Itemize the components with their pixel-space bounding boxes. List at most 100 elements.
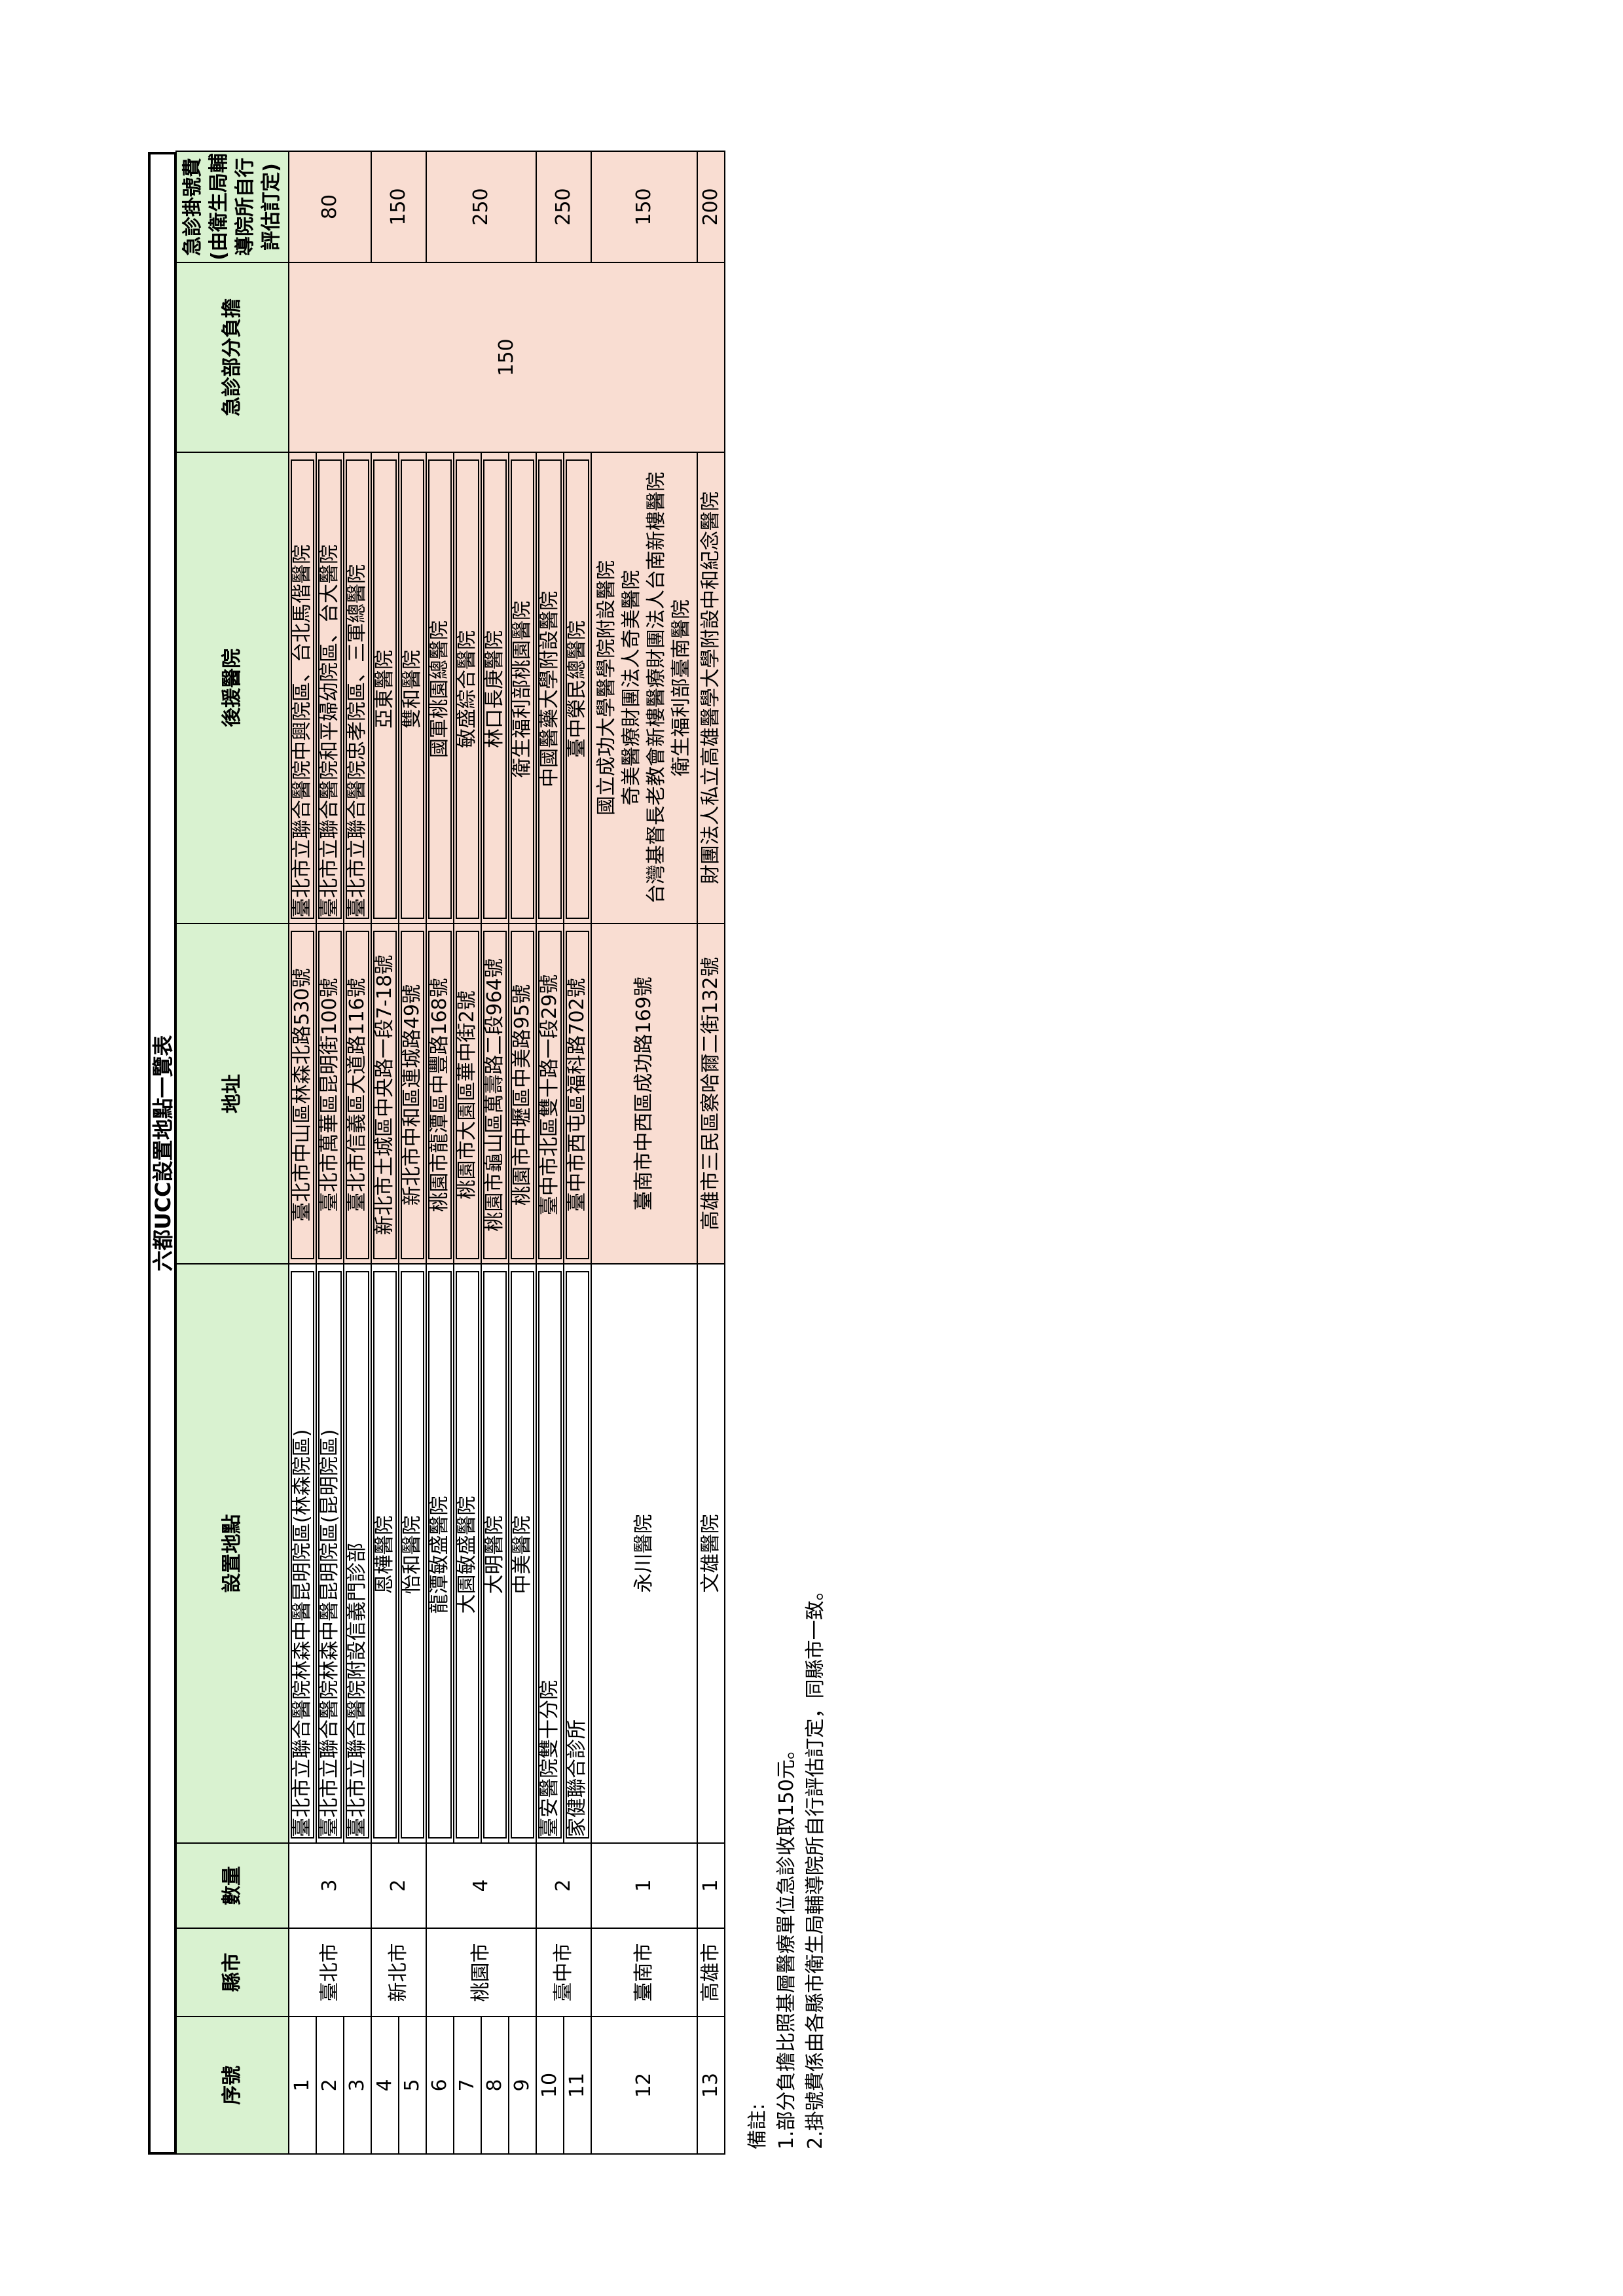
address-text: 臺中市北區雙十路一段29號 <box>538 931 562 1259</box>
fee-cell: 150 <box>591 151 697 262</box>
county-cell: 高雄市 <box>697 1928 725 2017</box>
county-cell: 臺南市 <box>591 1928 697 2017</box>
address-cell: 臺南市中西區成功路169號 <box>591 924 697 1264</box>
seq-cell: 9 <box>509 2017 536 2154</box>
header-count: 數量 <box>176 1843 289 1928</box>
location-cell: 家健聯合診所 <box>564 1264 591 1843</box>
backup-text: 中國醫藥大學附設醫院 <box>538 459 562 919</box>
location-cell: 文雄醫院 <box>697 1264 725 1843</box>
backup-text: 雙和醫院 <box>401 459 424 919</box>
address-text: 桃園市中壢區中美路95號 <box>511 931 534 1259</box>
address-cell: 臺北市萬華區昆明街100號 <box>316 924 344 1264</box>
address-cell: 臺北市信義區大道路116號 <box>344 924 371 1264</box>
address-text: 新北市中和區連城路49號 <box>401 931 424 1259</box>
address-text: 桃園市龍潭區中豐路168號 <box>428 931 452 1259</box>
county-cell: 臺北市 <box>289 1928 371 2017</box>
location-text: 大明醫院 <box>483 1271 507 1839</box>
notes: 備註: 1.部分負擔比照基層醫療單位急診收取150元。 2.掛號費係由各縣市衛生… <box>744 1581 830 2149</box>
address-text: 新北市土城區中央路一段7-18號 <box>373 931 397 1259</box>
address-text: 桃園市龜山區萬壽路二段964號 <box>483 931 507 1259</box>
address-cell: 臺北市中山區林森北路530號 <box>289 924 316 1264</box>
backup-text: 國軍桃園總醫院 <box>428 459 452 919</box>
backup-text: 衛生福利部桃園醫院 <box>511 459 534 919</box>
header-fee: 急診掛號費 (由衛生局輔導院所自行評估訂定) <box>176 151 289 262</box>
backup-text: 林口長庚醫院 <box>483 459 507 919</box>
count-cell: 2 <box>371 1843 426 1928</box>
address-text: 臺北市中山區林森北路530號 <box>291 931 314 1259</box>
header-location: 設置地點 <box>176 1264 289 1843</box>
location-cell: 大明醫院 <box>481 1264 509 1843</box>
fee-cell: 250 <box>426 151 536 262</box>
backup-cell: 臺中榮民總醫院 <box>564 452 591 924</box>
seq-cell: 6 <box>426 2017 454 2154</box>
location-cell: 大園敏盛醫院 <box>454 1264 481 1843</box>
fee-cell: 150 <box>371 151 426 262</box>
backup-cell: 臺北市立聯合醫院中興院區、台北馬偕醫院 <box>289 452 316 924</box>
count-cell: 1 <box>591 1843 697 1928</box>
county-cell: 臺中市 <box>536 1928 591 2017</box>
location-text: 臺北市立聯合醫院林森中醫昆明院區(昆明院區) <box>318 1271 342 1839</box>
seq-cell: 5 <box>399 2017 426 2154</box>
location-text: 中美醫院 <box>511 1271 534 1839</box>
backup-cell: 衛生福利部桃園醫院 <box>509 452 536 924</box>
seq-cell: 8 <box>481 2017 509 2154</box>
address-cell: 臺中市西屯區福科路702號 <box>564 924 591 1264</box>
seq-cell: 4 <box>371 2017 399 2154</box>
fee-cell: 200 <box>697 151 725 262</box>
address-text: 臺北市萬華區昆明街100號 <box>318 931 342 1259</box>
seq-cell: 2 <box>316 2017 344 2154</box>
backup-line: 奇美醫療財團法人奇美醫院 <box>620 570 643 806</box>
backup-text: 臺北市立聯合醫院忠孝院區、三軍總醫院 <box>346 459 369 919</box>
seq-cell: 7 <box>454 2017 481 2154</box>
notes-label: 備註: <box>746 2103 769 2149</box>
seq-cell: 13 <box>697 2017 725 2154</box>
seq-cell: 12 <box>591 2017 697 2154</box>
backup-text: 亞東醫院 <box>373 459 397 919</box>
location-text: 臺北市立聯合醫院林森中醫昆明院區(林森院區) <box>291 1271 314 1839</box>
ucc-location-sheet: 六都UCC設置地點一覽表 序號 縣市 數量 設置地點 地址 後援醫院 急診部分負… <box>148 151 855 2155</box>
location-text: 恩樺醫院 <box>373 1271 397 1839</box>
table-row: 1 臺北市 3 臺北市立聯合醫院林森中醫昆明院區(林森院區) 臺北市中山區林森北… <box>289 151 725 2154</box>
fee-cell: 80 <box>289 151 371 262</box>
address-text: 臺北市信義區大道路116號 <box>346 931 369 1259</box>
location-cell: 臺北市立聯合醫院附設信義門診部 <box>344 1264 371 1843</box>
backup-cell: 中國醫藥大學附設醫院 <box>536 452 564 924</box>
location-cell: 臺北市立聯合醫院林森中醫昆明院區(昆明院區) <box>316 1264 344 1843</box>
backup-cell: 國立成功大學醫學院附設醫院 奇美醫療財團法人奇美醫院 台灣基督長老教會新樓醫療財… <box>591 452 697 924</box>
backup-line: 衛生福利部臺南醫院 <box>670 600 693 776</box>
seq-cell: 11 <box>564 2017 591 2154</box>
county-cell: 桃園市 <box>426 1928 536 2017</box>
fee-cell: 250 <box>536 151 591 262</box>
note-item: 1.部分負擔比照基層醫療單位急診收取150元。 <box>775 1740 798 2149</box>
sheet-title: 六都UCC設置地點一覽表 <box>148 152 175 2155</box>
backup-text: 臺中榮民總醫院 <box>566 459 589 919</box>
backup-cell: 臺北市立聯合醫院和平婦幼院區、台大醫院 <box>316 452 344 924</box>
location-text: 家健聯合診所 <box>566 1271 589 1839</box>
location-text: 龍潭敏盛醫院 <box>428 1271 452 1839</box>
backup-line: 國立成功大學醫學院附設醫院 <box>595 560 618 816</box>
seq-cell: 1 <box>289 2017 316 2154</box>
location-cell: 龍潭敏盛醫院 <box>426 1264 454 1843</box>
header-row: 序號 縣市 數量 設置地點 地址 後援醫院 急診部分負擔 急診掛號費 (由衛生局… <box>176 151 289 2154</box>
address-cell: 桃園市龜山區萬壽路二段964號 <box>481 924 509 1264</box>
count-cell: 1 <box>697 1843 725 1928</box>
backup-text: 臺北市立聯合醫院中興院區、台北馬偕醫院 <box>291 459 314 919</box>
header-county: 縣市 <box>176 1928 289 2017</box>
location-cell: 臺北市立聯合醫院林森中醫昆明院區(林森院區) <box>289 1264 316 1843</box>
count-cell: 4 <box>426 1843 536 1928</box>
backup-cell: 國軍桃園總醫院 <box>426 452 454 924</box>
location-cell: 中美醫院 <box>509 1264 536 1843</box>
location-text: 大園敏盛醫院 <box>456 1271 479 1839</box>
location-text: 臺北市立聯合醫院附設信義門診部 <box>346 1271 369 1839</box>
backup-cell: 財團法人私立高雄醫學大學附設中和紀念醫院 <box>697 452 725 924</box>
location-text: 怡和醫院 <box>401 1271 424 1839</box>
location-text: 臺安醫院雙十分院 <box>538 1271 562 1839</box>
address-cell: 桃園市中壢區中美路95號 <box>509 924 536 1264</box>
address-cell: 桃園市龍潭區中豐路168號 <box>426 924 454 1264</box>
backup-text: 臺北市立聯合醫院和平婦幼院區、台大醫院 <box>318 459 342 919</box>
location-cell: 永川醫院 <box>591 1264 697 1843</box>
seq-cell: 3 <box>344 2017 371 2154</box>
address-text: 臺中市西屯區福科路702號 <box>566 931 589 1259</box>
count-cell: 3 <box>289 1843 371 1928</box>
ucc-table: 序號 縣市 數量 設置地點 地址 後援醫院 急診部分負擔 急診掛號費 (由衛生局… <box>175 151 725 2155</box>
